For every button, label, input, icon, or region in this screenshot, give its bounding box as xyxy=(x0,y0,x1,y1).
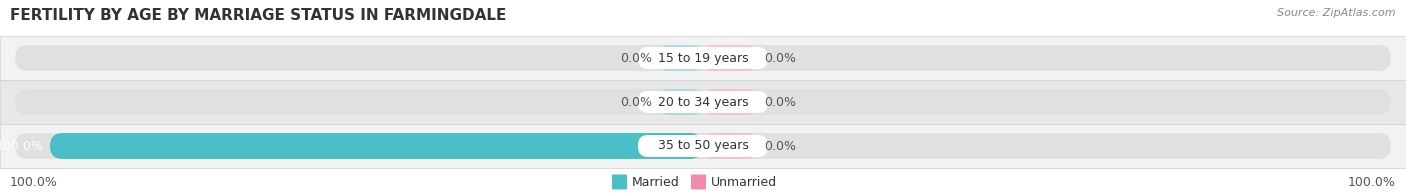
Text: FERTILITY BY AGE BY MARRIAGE STATUS IN FARMINGDALE: FERTILITY BY AGE BY MARRIAGE STATUS IN F… xyxy=(10,8,506,23)
Text: 0.0%: 0.0% xyxy=(620,95,652,109)
Text: 0.0%: 0.0% xyxy=(763,140,796,152)
Text: 100.0%: 100.0% xyxy=(1348,175,1396,189)
Text: 0.0%: 0.0% xyxy=(763,52,796,64)
FancyBboxPatch shape xyxy=(51,133,703,159)
FancyBboxPatch shape xyxy=(703,133,758,159)
Bar xyxy=(0,36,1406,80)
FancyBboxPatch shape xyxy=(15,133,1391,159)
Text: 15 to 19 years: 15 to 19 years xyxy=(658,52,748,64)
Text: 100.0%: 100.0% xyxy=(0,140,44,152)
FancyBboxPatch shape xyxy=(612,174,627,190)
Text: Married: Married xyxy=(633,175,679,189)
Text: 0.0%: 0.0% xyxy=(620,52,652,64)
FancyBboxPatch shape xyxy=(690,174,706,190)
FancyBboxPatch shape xyxy=(638,47,768,69)
Bar xyxy=(0,80,1406,124)
FancyBboxPatch shape xyxy=(638,135,768,157)
FancyBboxPatch shape xyxy=(15,89,1391,115)
Text: 100.0%: 100.0% xyxy=(10,175,58,189)
Text: 20 to 34 years: 20 to 34 years xyxy=(658,95,748,109)
FancyBboxPatch shape xyxy=(15,45,1391,71)
FancyBboxPatch shape xyxy=(703,45,758,71)
FancyBboxPatch shape xyxy=(658,89,703,115)
Bar xyxy=(0,124,1406,168)
Text: Source: ZipAtlas.com: Source: ZipAtlas.com xyxy=(1278,8,1396,18)
Text: 35 to 50 years: 35 to 50 years xyxy=(658,140,748,152)
Text: Unmarried: Unmarried xyxy=(711,175,778,189)
Text: 0.0%: 0.0% xyxy=(763,95,796,109)
FancyBboxPatch shape xyxy=(658,45,703,71)
FancyBboxPatch shape xyxy=(703,89,758,115)
FancyBboxPatch shape xyxy=(638,91,768,113)
